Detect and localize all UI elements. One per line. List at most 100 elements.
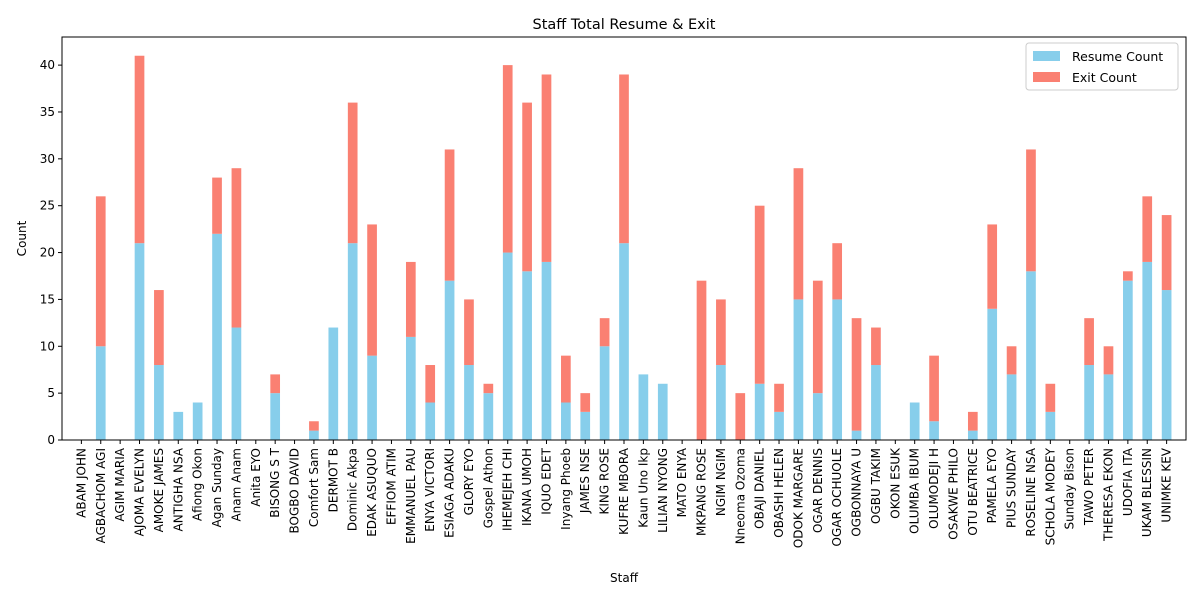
x-tick-label: AGIM MARIA [113,447,127,521]
bar-exit [212,177,222,234]
x-tick-label: OLUMODEJI H [927,448,941,529]
bar-resume [1123,280,1133,440]
bar-exit [1103,346,1114,375]
bar-resume [871,365,881,440]
bar-resume [987,308,998,440]
bar-resume [774,411,784,440]
bar-resume [134,243,145,440]
bar-exit [987,224,998,309]
bar-exit [270,374,281,394]
x-tick-label: AJOMA EVELYN [133,448,147,536]
x-tick-label: ENYA VICTORI [423,448,437,532]
bar-resume [909,402,920,440]
x-tick-label: ANTIGHA NSA [171,447,185,531]
bar-resume [716,365,726,440]
x-tick-label: JAMES NSE [578,448,592,514]
x-tick-label: KUFRE MBORA [617,447,631,535]
bar-resume [483,393,494,440]
x-axis-title: Staff [610,571,639,585]
bar-resume [231,327,242,440]
bar-exit [502,65,513,253]
x-tick-label: PIUS SUNDAY [1005,447,1019,528]
x-tick-label: BOGBO DAVID [288,448,302,534]
x-tick-label: OGBU TAKIM [869,448,883,524]
bar-resume [541,261,552,440]
bar-resume [425,402,436,440]
x-tick-label: ROSELINE NSA [1024,447,1038,536]
x-tick-label: OBAJI DANIEL [753,448,767,529]
bar-exit [522,102,532,272]
bar-resume [1045,411,1056,440]
bar-resume [444,280,455,440]
bar-resume [1026,271,1036,440]
x-tick-label: Nneoma Ozoma [733,448,747,544]
x-tick-label: Comfort Sam [307,448,321,527]
bar-resume [832,299,843,440]
legend-label-resume: Resume Count [1072,49,1163,64]
bar-exit [871,327,881,366]
x-tick-label: Inyang Phoeb [559,448,573,530]
x-tick-label: ESIAGA ADAKU [443,448,457,538]
x-tick-label: UDOFIA ITA [1121,447,1135,516]
bar-resume [1084,365,1094,440]
bar-resume [95,346,106,440]
x-tick-label: OGAR OCHUOLE [830,448,844,546]
bar-exit [1084,318,1094,366]
y-tick-label: 0 [47,433,55,447]
bar-resume [754,383,765,440]
bar-resume [793,299,804,440]
x-tick-label: GLORY EYO [462,448,476,515]
bar-exit [1026,149,1036,272]
x-tick-label: SCHOLA MODEY [1043,447,1057,545]
bar-resume [154,365,164,440]
x-tick-label: ODOK MARGARE [791,448,805,548]
bar-resume [270,393,281,440]
bar-resume [502,252,513,440]
x-tick-label: IHEMEJEH CHI [501,448,515,531]
x-tick-label: MATO ENYA [675,447,689,517]
x-tick-label: Sunday Bison [1063,448,1077,529]
bar-resume [212,233,222,440]
bar-exit [929,355,939,422]
y-tick-label: 20 [40,246,55,260]
x-tick-label: BISONG S T [268,447,282,517]
x-tick-label: LILIAN NYONG [656,448,670,533]
bar-resume [1006,374,1017,440]
bar-resume [1103,374,1114,440]
bars [95,55,1172,440]
bar-resume [328,327,339,440]
bar-resume [173,411,184,440]
x-tick-label: MKPANG ROSE [695,448,709,536]
bar-exit [367,224,377,356]
bar-resume [309,430,319,440]
x-tick-label: UKAM BLESSIN [1140,448,1154,537]
x-tick-label: TAWO PETER [1082,448,1096,526]
legend-swatch-exit [1033,72,1060,82]
bar-exit [599,318,610,347]
bar-resume [561,402,571,440]
y-axis-title: Count [15,220,29,256]
x-tick-label: PAMELA EYO [985,448,999,523]
bar-exit [1123,271,1133,281]
y-tick-label: 40 [40,58,55,72]
bar-resume [638,374,649,440]
x-tick-label: OLUMBA IBUM [908,448,922,534]
x-tick-label: THERESA EKON [1101,448,1115,542]
bar-exit [1045,383,1056,412]
x-tick-label: IQUO EDET [539,447,553,514]
bar-exit [541,74,552,262]
x-tick-label: EDAK ASUQUO [365,448,379,537]
bar-exit [735,393,746,440]
bar-exit [425,365,436,403]
x-tick-label: IKANA UMOH [520,448,534,526]
x-tick-label: OTU BEATRICE [966,448,980,536]
x-tick-label: ABAM JOHN [74,448,88,518]
x-tick-label: NGIM NGIM [714,448,728,516]
x-tick-label: Agan Sunday [210,448,224,528]
x-axis: ABAM JOHN AGBACHOM AGI AGIM MARIA AJOMA EVE… [74,440,1174,548]
x-tick-label: Gospel Athon [481,448,495,528]
bar-resume [812,393,823,440]
bar-resume [347,243,358,440]
bar-exit [793,168,804,300]
